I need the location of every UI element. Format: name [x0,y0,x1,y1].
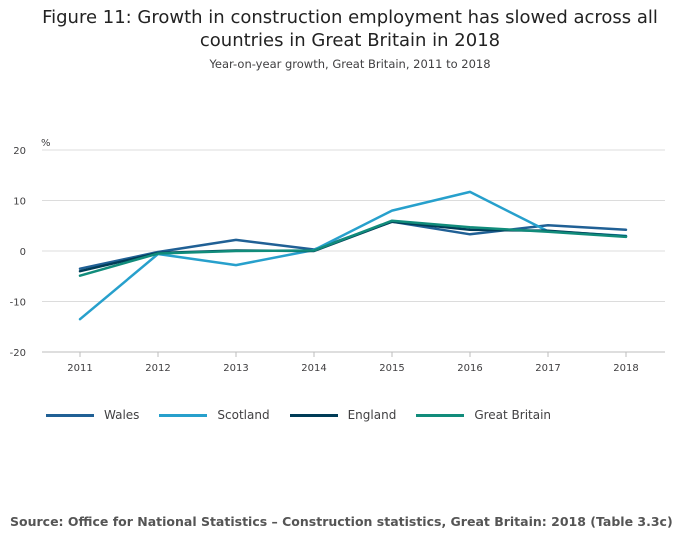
legend-label-great-britain: Great Britain [474,408,552,422]
x-tick-label-2016: 2016 [457,363,482,374]
legend-item-scotland: Scotland [159,408,270,422]
y-tick-label-0: 0 [20,247,26,258]
legend-label-wales: Wales [104,408,140,422]
y-tick-label--20: -20 [10,348,26,359]
series-line-scotland [78,190,628,321]
source-note: Source: Office for National Statistics –… [10,514,673,529]
x-tick-label-2012: 2012 [145,363,170,374]
x-tick-label-2014: 2014 [301,363,326,374]
line-chart: 20 10 0 -10 -20% 2011 2012 2013 2014 2015 2016 2017… [10,138,665,374]
legend-swatch-great-britain [416,413,465,417]
legend-item-wales: Wales [46,408,139,422]
y-tick-label-20: 20 [13,146,26,157]
legend-label-england: England [347,408,397,422]
x-tick-label-2013: 2013 [223,363,248,374]
chart-title: Figure 11: Growth in construction employ… [0,6,700,52]
y-tick-label-10: 10 [13,197,26,208]
legend-item-great-britain: Great Britain [416,408,551,422]
legend-swatch-england [289,413,338,417]
x-tick-label-2011: 2011 [67,363,92,374]
legend-swatch-scotland [159,413,208,417]
x-tick-label-2018: 2018 [613,363,638,374]
chart-title-line-2: countries in Great Britain in 2018 [199,30,501,51]
y-tick-label--10: -10 [10,298,26,309]
series-line-great-britain [78,219,628,277]
x-tick-label-2015: 2015 [379,363,404,374]
legend-swatch-wales [46,413,94,417]
chart-title-line-1: Figure 11: Growth in construction employ… [42,7,658,28]
x-tick-label-2017: 2017 [535,363,560,374]
chart-subtitle: Year-on-year growth, Great Britain, 2011… [209,57,491,71]
chart-legend: Wales Scotland England Great Britain [46,408,571,422]
legend-label-scotland: Scotland [217,408,270,422]
y-axis-label: % [41,138,51,149]
legend-item-england: England [289,408,397,422]
